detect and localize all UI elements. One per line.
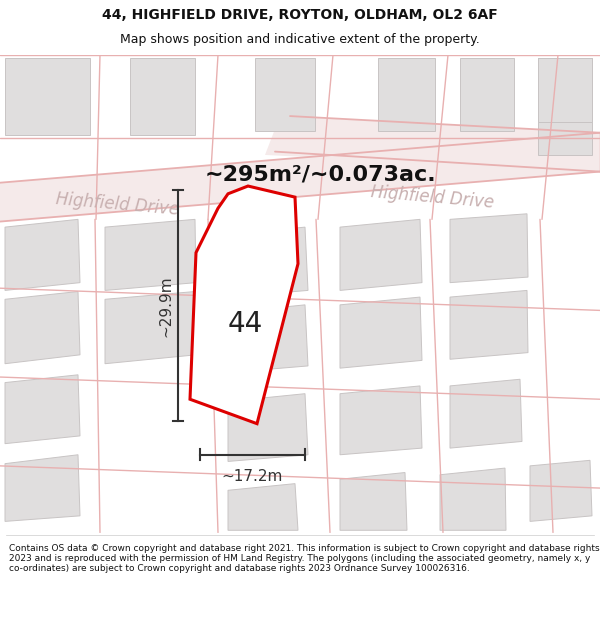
Polygon shape xyxy=(538,58,592,155)
Polygon shape xyxy=(450,379,522,448)
Polygon shape xyxy=(340,219,422,291)
Polygon shape xyxy=(340,386,422,455)
Text: Highfield Drive: Highfield Drive xyxy=(55,191,180,219)
Text: ~29.9m: ~29.9m xyxy=(158,275,173,337)
Polygon shape xyxy=(0,132,600,222)
Text: Contains OS data © Crown copyright and database right 2021. This information is : Contains OS data © Crown copyright and d… xyxy=(9,544,599,573)
Polygon shape xyxy=(228,227,308,297)
Polygon shape xyxy=(450,214,528,282)
Polygon shape xyxy=(228,484,298,530)
Polygon shape xyxy=(5,375,80,444)
Text: 44, HIGHFIELD DRIVE, ROYTON, OLDHAM, OL2 6AF: 44, HIGHFIELD DRIVE, ROYTON, OLDHAM, OL2… xyxy=(102,8,498,22)
Polygon shape xyxy=(228,394,308,461)
Polygon shape xyxy=(255,58,315,131)
Text: Highfield Drive: Highfield Drive xyxy=(370,182,495,211)
Polygon shape xyxy=(340,472,407,530)
Text: 44: 44 xyxy=(227,310,263,338)
Polygon shape xyxy=(5,291,80,364)
Polygon shape xyxy=(105,291,196,364)
Polygon shape xyxy=(5,219,80,291)
Polygon shape xyxy=(228,305,308,372)
Polygon shape xyxy=(530,461,592,521)
Text: ~295m²/~0.073ac.: ~295m²/~0.073ac. xyxy=(205,165,437,185)
Polygon shape xyxy=(340,297,422,368)
Polygon shape xyxy=(440,468,506,530)
Polygon shape xyxy=(265,116,600,172)
Polygon shape xyxy=(190,186,298,424)
Polygon shape xyxy=(378,58,435,131)
Polygon shape xyxy=(450,291,528,359)
Polygon shape xyxy=(130,58,195,135)
Text: Map shows position and indicative extent of the property.: Map shows position and indicative extent… xyxy=(120,33,480,46)
Polygon shape xyxy=(538,58,592,122)
Text: ~17.2m: ~17.2m xyxy=(222,469,283,484)
Polygon shape xyxy=(460,58,514,131)
Polygon shape xyxy=(5,455,80,521)
Polygon shape xyxy=(105,219,196,291)
Polygon shape xyxy=(5,58,90,135)
